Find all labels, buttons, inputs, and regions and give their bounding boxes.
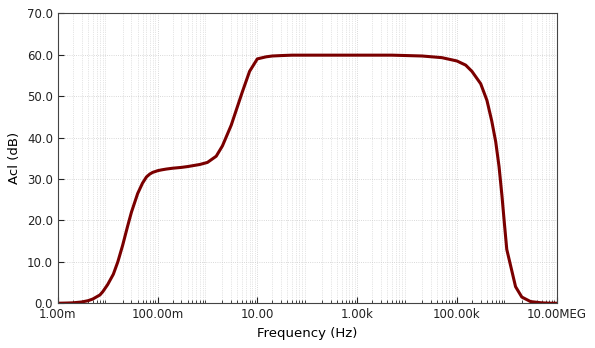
Y-axis label: Acl (dB): Acl (dB) — [8, 132, 21, 184]
X-axis label: Frequency (Hz): Frequency (Hz) — [257, 327, 358, 340]
